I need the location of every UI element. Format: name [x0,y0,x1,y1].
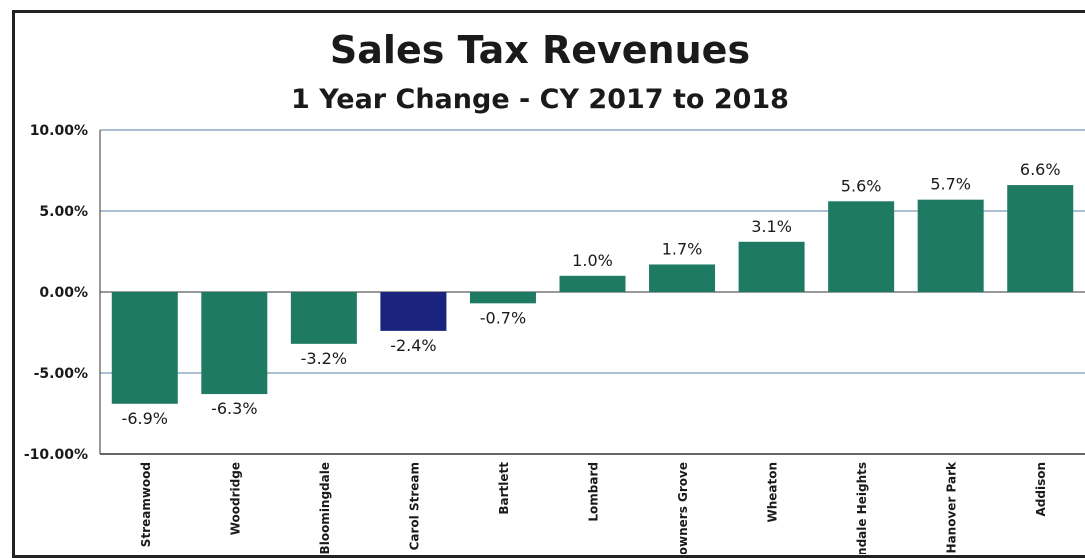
data-label: -2.4% [390,336,436,355]
x-tick-label: Streamwood [139,462,153,547]
x-tick-label: Lombard [587,462,601,522]
bar [738,241,805,292]
bar [828,201,895,292]
data-label: -6.9% [122,409,168,428]
x-tick-label: Bloomingdale [318,462,332,554]
x-tick-label: Carol Stream [407,462,421,550]
bar [290,292,357,344]
data-label: 5.6% [841,176,882,195]
data-label: 3.1% [751,217,792,236]
chart-frame [12,10,1085,558]
bar [469,292,536,304]
x-tick-label: Hanover Park [945,461,959,553]
y-tick-label: 5.00% [39,204,88,220]
chart-title: Sales Tax Revenues [329,28,751,72]
bar [1007,185,1074,292]
data-label: -0.7% [480,308,526,327]
data-label: 6.6% [1020,160,1061,179]
x-tick-label: Addison [1034,462,1048,517]
x-tick-label: Woodridge [228,462,242,535]
bar [201,292,268,395]
x-tick-label: Downers Grove [676,462,690,554]
bar [111,292,178,404]
y-tick-label: -10.00% [24,447,88,463]
data-label: 1.7% [662,239,703,258]
data-label: -6.3% [211,399,257,418]
x-tick-label: Bartlett [497,462,511,515]
x-tick-label: Wheaton [766,462,780,523]
data-label: 5.7% [930,175,971,194]
data-label: 1.0% [572,251,613,270]
y-tick-label: -5.00% [34,366,88,382]
y-tick-label: 10.00% [30,123,88,139]
bar [380,292,447,331]
bar [917,199,984,292]
x-tick-label: Glendale Heights [855,462,869,554]
bar [559,275,626,292]
y-tick-label: 0.00% [39,285,88,301]
bar [649,264,716,292]
chart-subtitle: 1 Year Change - CY 2017 to 2018 [291,84,789,115]
data-label: -3.2% [301,349,347,368]
